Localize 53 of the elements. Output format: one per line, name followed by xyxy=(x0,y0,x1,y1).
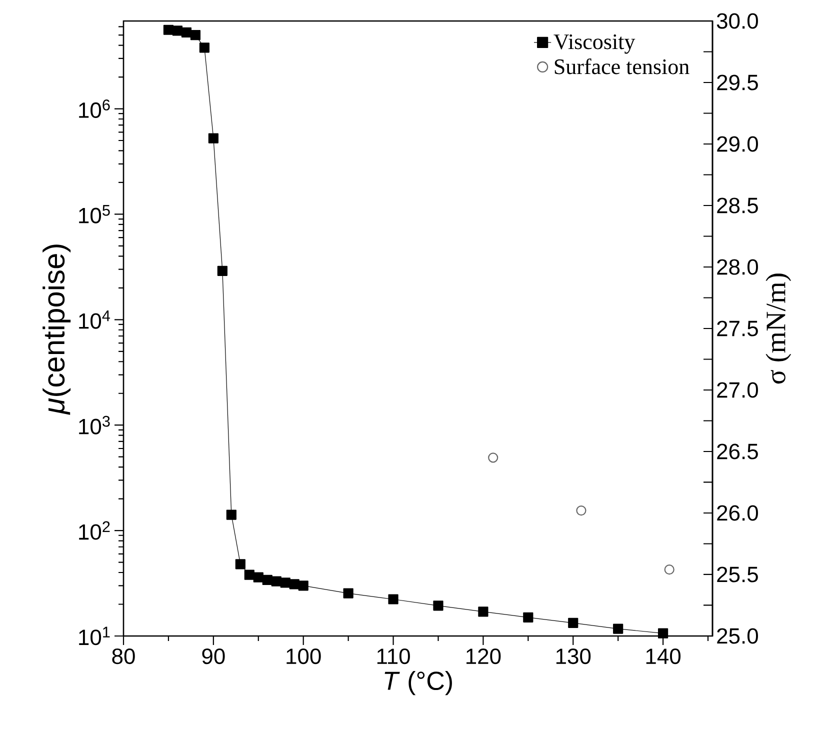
point xyxy=(280,578,290,588)
y-tick-label: 10$^{6}$ xyxy=(79,100,110,118)
y-tick-label: 10$^{3}$ xyxy=(79,416,110,434)
y2-tick-label: 28.5 xyxy=(717,198,758,214)
point xyxy=(433,600,444,611)
point xyxy=(226,510,236,520)
x-tick-label: 80 xyxy=(112,648,135,664)
point xyxy=(343,588,354,598)
y2-tick-label: 26.5 xyxy=(717,444,758,460)
point xyxy=(262,574,272,585)
y2-tick-label: 27.5 xyxy=(717,320,758,336)
point xyxy=(298,580,308,591)
y-axis-title: μ(centipoise) xyxy=(42,244,71,415)
y-tick-label: 10$^{2}$ xyxy=(79,521,110,540)
x-tick-label: 100 xyxy=(286,648,321,664)
point xyxy=(289,579,300,590)
point xyxy=(181,27,192,38)
point xyxy=(523,612,534,622)
x-axis-title: T (°C) xyxy=(384,670,452,696)
point xyxy=(199,42,210,53)
y2-tick-label: 27.0 xyxy=(717,382,758,398)
x-tick-label: 120 xyxy=(466,648,501,664)
point xyxy=(658,628,668,638)
legend-label: Viscosity xyxy=(554,34,636,54)
point xyxy=(163,24,174,35)
x-tick-label: 110 xyxy=(377,648,410,664)
y2-tick-label: 26.0 xyxy=(717,505,758,521)
y2-tick-label: 30.0 xyxy=(716,13,758,29)
point xyxy=(253,572,264,582)
y2-tick-label: 28.0 xyxy=(717,259,758,275)
point xyxy=(388,594,398,604)
point xyxy=(478,606,488,617)
y2-tick-label: 25.0 xyxy=(717,628,758,644)
point xyxy=(217,266,228,276)
point xyxy=(208,133,218,144)
y2-axis-title: σ (mN/m) xyxy=(766,274,792,384)
y-tick-label: 10$^{1}$ xyxy=(79,626,110,646)
y-tick-label: 10$^{5}$ xyxy=(79,205,110,224)
x-tick-label: 130 xyxy=(556,648,591,664)
legend-label: Surface tension xyxy=(554,58,690,74)
point xyxy=(190,30,200,40)
y2-tick-label: 29.0 xyxy=(717,136,758,152)
y2-tick-label: 25.5 xyxy=(717,566,758,582)
y2-tick-label: 29.5 xyxy=(717,74,758,90)
point xyxy=(235,559,246,570)
point xyxy=(568,618,578,628)
point xyxy=(172,26,183,36)
point xyxy=(613,624,624,634)
point xyxy=(271,576,282,586)
point xyxy=(244,570,254,580)
y-tick-label: 10$^{4}$ xyxy=(79,310,110,329)
x-tick-label: 90 xyxy=(202,648,225,664)
x-tick-label: 140 xyxy=(646,648,681,664)
